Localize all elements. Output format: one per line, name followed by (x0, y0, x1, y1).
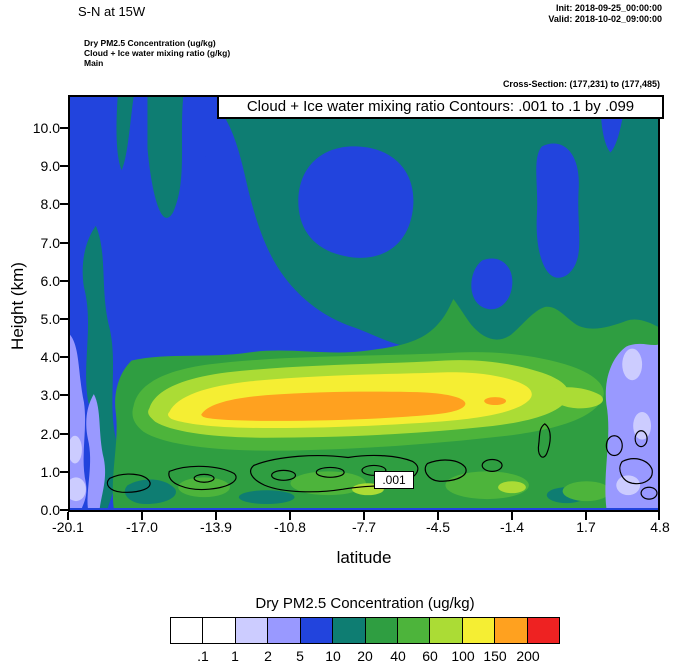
y-tick-label: 0.0 (40, 502, 60, 518)
y-tick-mark (60, 242, 68, 244)
y-tick-mark (60, 394, 68, 396)
valid-time: Valid: 2018-10-02_09:00:00 (548, 13, 662, 24)
y-tick-label: 3.0 (40, 387, 60, 403)
x-tick-mark (437, 512, 439, 520)
x-tick-label: -13.9 (200, 519, 232, 535)
y-tick-mark (60, 471, 68, 473)
colorbar-label: .1 (197, 648, 209, 664)
y-tick-mark (60, 127, 68, 129)
y-tick-mark (60, 165, 68, 167)
x-tick-label: 4.8 (650, 519, 670, 535)
colorbar-label: 20 (357, 648, 373, 664)
colorbar-cell (202, 618, 235, 643)
colorbar-cell (234, 618, 268, 643)
field-domain: Main (84, 58, 104, 68)
contour-field-svg (70, 97, 658, 510)
plot-area: Cloud + Ice water mixing ratio Contours:… (68, 95, 664, 512)
x-tick-label: -17.0 (126, 519, 158, 535)
blue-patches (183, 97, 627, 310)
x-tick-label: -4.5 (425, 519, 451, 535)
colorbar-cell (526, 618, 560, 643)
init-time: Init: 2018-09-25_00:00:00 (555, 3, 662, 13)
colorbar-cell (299, 618, 333, 643)
x-tick-label: -20.1 (52, 519, 84, 535)
x-tick-label: -7.7 (351, 519, 377, 535)
colorbar-cell (171, 618, 203, 643)
colorbar-cell (332, 618, 365, 643)
y-tick-label: 10.0 (32, 120, 60, 136)
y-tick-label: 2.0 (40, 426, 60, 442)
y-tick-mark (60, 318, 68, 320)
x-tick-mark (585, 512, 587, 520)
x-axis-title: latitude (336, 548, 392, 567)
colorbar-cell (494, 618, 527, 643)
colorbar-cell (396, 618, 430, 643)
x-tick-mark (511, 512, 513, 520)
colorbar-label: 2 (264, 648, 272, 664)
y-tick-mark (60, 280, 68, 282)
periwinkle-edges (70, 334, 658, 509)
run-times: Init: 2018-09-25_00:00:00 Valid: 2018-10… (548, 3, 662, 24)
colorbar-cell (461, 618, 495, 643)
y-tick-label: 1.0 (40, 464, 60, 480)
colorbar-label: 100 (451, 648, 475, 664)
x-tick-mark (215, 512, 217, 520)
lavender-patches (70, 348, 652, 502)
x-tick-label: -1.4 (499, 519, 525, 535)
colorbar-title: Dry PM2.5 Concentration (ug/kg) (255, 595, 475, 612)
colorbar-label: 10 (325, 648, 341, 664)
colorbar-cell (267, 618, 300, 643)
colorbar-label: 1 (231, 648, 239, 664)
colorbar-label: 5 (296, 648, 304, 664)
colorbar-label: 200 (516, 648, 540, 664)
colorbar-cell (364, 618, 397, 643)
colorbar-label: 150 (483, 648, 507, 664)
colorbar-label: 60 (422, 648, 438, 664)
plot-title: S-N at 15W (78, 4, 146, 19)
x-tick-mark (67, 512, 69, 520)
y-tick-mark (60, 356, 68, 358)
colorbar-cell (429, 618, 462, 643)
x-tick-mark (289, 512, 291, 520)
field-pm25: Dry PM2.5 Concentration (ug/kg) (84, 38, 216, 48)
field-list: Dry PM2.5 Concentration (ug/kg) Cloud + … (84, 38, 230, 68)
colorbar (170, 617, 560, 644)
y-tick-label: 4.0 (40, 349, 60, 365)
y-tick-mark (60, 433, 68, 435)
x-tick-mark (141, 512, 143, 520)
y-tick-label: 8.0 (40, 196, 60, 212)
colorbar-label: 40 (390, 648, 406, 664)
y-tick-label: 9.0 (40, 158, 60, 174)
x-tick-label: 1.7 (576, 519, 596, 535)
y-tick-label: 5.0 (40, 311, 60, 327)
y-tick-label: 6.0 (40, 273, 60, 289)
contour-info-box: Cloud + Ice water mixing ratio Contours:… (217, 95, 664, 119)
contour-value-label: .001 (374, 471, 414, 489)
orange-core (201, 391, 507, 421)
x-tick-mark (363, 512, 365, 520)
field-cloud-ice: Cloud + Ice water mixing ratio (g/kg) (84, 48, 231, 58)
x-tick-mark (658, 512, 660, 520)
y-tick-mark (60, 509, 68, 511)
y-tick-mark (60, 203, 68, 205)
cross-section-label: Cross-Section: (177,231) to (177,485) (502, 79, 660, 89)
x-tick-label: -10.8 (274, 519, 306, 535)
y-tick-label: 7.0 (40, 235, 60, 251)
